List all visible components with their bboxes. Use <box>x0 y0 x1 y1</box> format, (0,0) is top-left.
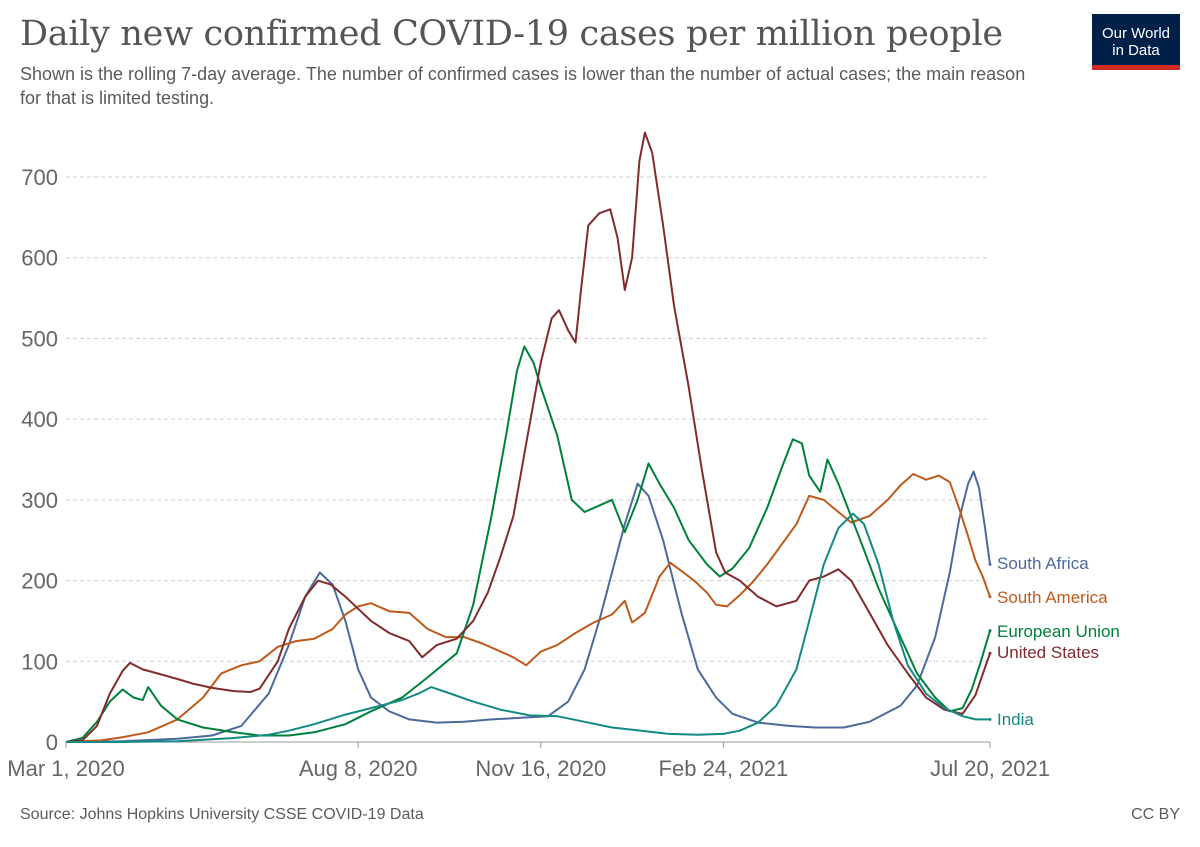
series-end-point <box>988 562 992 566</box>
grid-lines <box>66 176 990 662</box>
series-line-united-states[interactable] <box>65 131 991 743</box>
series-end-point <box>988 595 992 599</box>
source-note: Source: Johns Hopkins University CSSE CO… <box>20 806 424 823</box>
y-tick-label: 0 <box>46 730 58 755</box>
y-tick-label: 300 <box>21 488 58 513</box>
x-tick-label: Mar 1, 2020 <box>7 756 124 781</box>
logo-line-1: Our World <box>1101 25 1171 42</box>
y-tick-label: 400 <box>21 407 58 432</box>
series-label-south-america[interactable]: South America <box>997 588 1108 607</box>
series-line-south-africa[interactable] <box>65 470 991 743</box>
series-line-european-union[interactable] <box>65 345 991 743</box>
our-world-in-data-logo[interactable]: Our World in Data <box>1092 14 1180 70</box>
series-end-point <box>988 717 992 721</box>
license-link[interactable]: CC BY <box>1131 806 1180 823</box>
y-axis-tick-labels: 0 100 200 300 400 500 600 700 <box>21 165 58 755</box>
y-tick-label: 100 <box>21 649 58 674</box>
series-label-south-africa[interactable]: South Africa <box>997 554 1089 573</box>
x-tick-label: Feb 24, 2021 <box>659 756 789 781</box>
chart-title: Daily new confirmed COVID-19 cases per m… <box>20 14 1003 54</box>
series-line-india[interactable] <box>66 512 990 743</box>
x-tick-label: Aug 8, 2020 <box>299 756 418 781</box>
series-end-point <box>988 629 992 633</box>
series-label-united-states[interactable]: United States <box>997 643 1099 662</box>
x-tick-label: Jul 20, 2021 <box>930 756 1050 781</box>
x-tick-label: Nov 16, 2020 <box>475 756 606 781</box>
y-tick-label: 200 <box>21 569 58 594</box>
series-lines <box>65 131 992 743</box>
chart-subtitle: Shown is the rolling 7-day average. The … <box>20 64 1026 108</box>
y-tick-label: 600 <box>21 246 58 271</box>
series-label-european-union[interactable]: European Union <box>997 622 1120 641</box>
y-tick-label: 700 <box>21 165 58 190</box>
series-label-india[interactable]: India <box>997 710 1034 729</box>
series-end-point <box>988 651 992 655</box>
series-line-south-america[interactable] <box>65 473 991 743</box>
y-tick-label: 500 <box>21 326 58 351</box>
series-end-labels: South Africa South America European Union U… <box>997 554 1120 729</box>
x-axis: Mar 1, 2020 Aug 8, 2020 Nov 16, 2020 Feb 24… <box>7 741 1050 781</box>
logo-line-2: in Data <box>1112 42 1160 59</box>
